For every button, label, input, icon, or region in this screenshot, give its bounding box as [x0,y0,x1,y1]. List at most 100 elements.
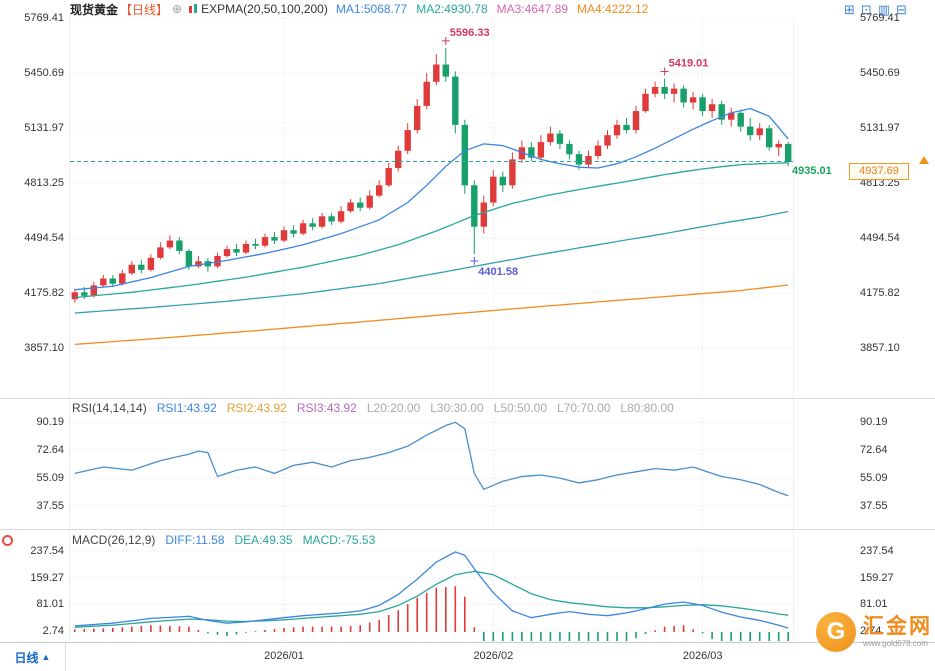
candle-body [176,240,183,251]
candle-body [328,216,335,222]
brand-logo-icon: G [816,612,856,652]
brand-url: www.gold678.com [863,639,928,648]
axis-tick-label: 5450.69 [860,67,900,79]
candle-body [775,143,782,148]
candle-body [147,257,155,270]
indicator-panel-icon[interactable]: ▥ [877,1,891,17]
candle-body [261,237,269,246]
candle-body [528,147,535,158]
series-line [74,284,789,346]
brand-name: 汇金网 [863,615,932,638]
indicator-settings-icon[interactable] [2,535,13,546]
candle-body [100,278,107,286]
price-annotation: 5596.33 [450,27,490,39]
axis-tick-label: 3857.10 [860,342,900,354]
single-chart-layout-icon[interactable]: ⊡ [860,1,872,17]
chart-toolbar: ⊞ ⊡ ▥ ⊟ [844,3,935,16]
axis-tick-label: 5131.97 [24,122,64,134]
axis-tick-label: 4494.54 [24,232,64,244]
extreme-marker-icon [660,67,669,76]
candle-body [395,150,402,169]
indicator-name[interactable]: EXPMA(20,50,100,200) [201,2,328,16]
candle-body [670,88,678,94]
brand-text: 汇金网 www.gold678.com [863,615,932,649]
candle-body [699,97,706,112]
candle-body [480,202,487,227]
multi-chart-layout-icon[interactable]: ⊞ [843,1,855,17]
candle-body [708,104,716,112]
candle-body [766,128,773,148]
axis-tick-label: 37.55 [860,500,888,512]
current-price-label: 4935.01 [792,165,832,177]
candle-body [404,130,411,151]
candle-body [185,250,193,267]
extreme-marker-icon [470,257,479,265]
axis-tick-label: 237.54 [30,545,64,557]
brand-logo[interactable]: G 汇金网 www.gold678.com [816,612,932,652]
candle-body [71,292,78,300]
candle-body [642,93,649,112]
price-axis-right: 5769.41 5450.69 5131.97 4813.25 4494.54 4175.… [860,0,932,671]
panel-separator [0,398,935,399]
candle-body [575,154,583,165]
rsi1-value: RSI1:43.92 [156,401,217,415]
price-chart[interactable]: 5596.33 5419.01 4401.58 [70,18,793,395]
axis-tick-label: 4813.25 [24,177,64,189]
candle-body [471,185,478,227]
axis-tick-label: 81.01 [36,598,64,611]
candle-body [728,112,735,120]
price-annotation: 5419.01 [669,58,709,70]
axis-tick-label: 81.01 [860,598,888,611]
price-annotation: 4401.58 [478,266,518,278]
candle-body [490,176,497,203]
candle-body [661,86,668,94]
ma4-value: MA4:4222.12 [577,2,649,16]
candle-body [680,88,687,103]
candle-body [737,112,744,127]
rsi-l80: L80:80.00 [620,401,674,415]
series-line [74,162,789,299]
candle-body [138,264,145,270]
footer-separator [0,642,935,643]
candle-body [223,249,231,256]
candle-body [461,124,468,186]
macd-chart[interactable] [70,548,793,641]
expma-candles-icon [188,3,198,15]
candle-body [632,111,640,131]
rsi-chart[interactable] [70,418,793,528]
candle-body [452,76,459,125]
ma2-value: MA2:4930.78 [416,2,488,16]
rsi-l50: L50:50.00 [493,401,548,415]
price-arrow-icon [919,156,929,164]
candle-body [785,143,792,162]
ma1-value: MA1:5068.77 [335,2,408,16]
rsi-header: RSI(14,14,14) RSI1:43.92 RSI2:43.92 RSI3:43… [72,400,684,416]
plot-right-border [793,18,794,641]
candle-body [747,126,754,136]
axis-tick-label: 5450.69 [24,67,64,79]
candle-body [195,261,202,267]
axis-tick-label: 4175.82 [860,287,900,299]
axis-tick-label: 4175.82 [24,287,64,299]
ma-values: MA1:5068.77 MA2:4930.78 MA3:4647.89 MA4:422… [336,2,658,16]
candle-body [651,86,659,94]
candle-body [157,247,164,258]
fullscreen-icon[interactable]: ⊟ [896,1,907,17]
candle-body [271,237,278,241]
period-label[interactable]: 【日线】 [120,2,169,17]
period-tab[interactable]: 日线 ▲ [0,643,66,671]
candle-body [318,216,326,227]
axis-tick-label: 55.09 [860,472,888,484]
chevron-up-icon: ▲ [41,652,51,662]
candle-body [442,64,449,77]
add-indicator-icon[interactable]: ⊕ [172,2,183,16]
candle-body [347,202,354,212]
candle-body [119,273,126,284]
series-line [74,107,789,291]
candle-body [299,223,307,234]
price-axis-left: 5769.41 5450.69 5131.97 4813.25 4494.54 4175.… [0,0,64,671]
candle-body [90,285,97,296]
panel-separator [0,529,935,530]
axis-tick-label: 5769.41 [24,12,64,24]
x-axis-label: 2026/01 [264,650,304,662]
